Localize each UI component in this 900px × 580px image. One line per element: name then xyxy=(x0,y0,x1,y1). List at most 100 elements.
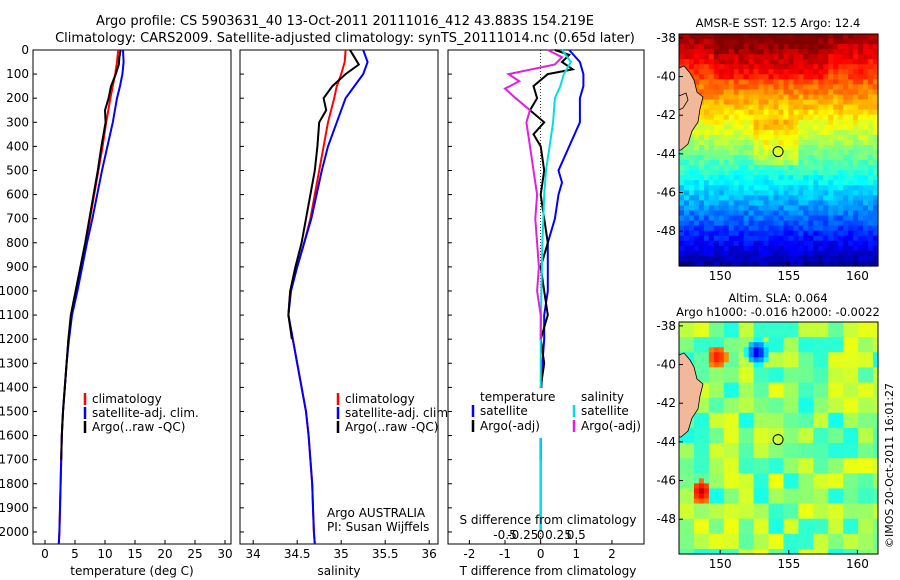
heatmap-cell xyxy=(838,74,844,80)
heatmap-cell xyxy=(703,180,710,186)
heatmap-cell xyxy=(838,84,844,91)
heatmap-cell xyxy=(763,493,770,500)
heatmap-cell xyxy=(858,438,864,444)
heatmap-cell xyxy=(838,54,844,60)
heatmap-cell xyxy=(733,89,740,96)
heatmap-cell xyxy=(808,513,814,520)
heatmap-cell xyxy=(863,119,869,126)
heatmap-cell xyxy=(683,144,690,151)
heatmap-cell xyxy=(798,49,804,55)
heatmap-cell xyxy=(683,453,690,459)
heatmap-cell xyxy=(823,150,829,156)
heatmap-cell xyxy=(818,175,824,181)
heatmap-cell xyxy=(788,59,795,65)
heatmap-cell xyxy=(793,432,799,439)
heatmap-cell xyxy=(703,458,710,464)
heatmap-cell xyxy=(708,200,715,207)
heatmap-cell xyxy=(743,69,750,75)
heatmap-cell xyxy=(863,438,869,444)
heatmap-cell xyxy=(838,255,844,262)
heatmap-cell xyxy=(863,230,869,237)
y-tick-label: 500 xyxy=(6,163,29,177)
heatmap-cell xyxy=(858,34,864,40)
heatmap-cell xyxy=(813,463,819,469)
heatmap-cell xyxy=(753,473,760,479)
heatmap-cell xyxy=(748,337,755,343)
heatmap-cell xyxy=(758,327,765,333)
heatmap-cell xyxy=(873,438,879,444)
heatmap-cell xyxy=(723,235,730,242)
heatmap-cell xyxy=(828,124,834,131)
heatmap-cell xyxy=(748,200,755,207)
heatmap-cell xyxy=(828,327,834,333)
y-tick-label: -38 xyxy=(656,31,676,45)
heatmap-cell xyxy=(758,352,765,358)
heatmap-cell xyxy=(738,190,745,196)
heatmap-cell xyxy=(813,392,819,399)
heatmap-cell xyxy=(758,89,765,96)
heatmap-cell xyxy=(868,59,874,65)
heatmap-cell xyxy=(773,225,780,232)
heatmap-cell xyxy=(818,155,824,161)
heatmap-cell xyxy=(688,357,695,363)
heatmap-cell xyxy=(858,357,864,363)
heatmap-cell xyxy=(843,134,849,141)
y-tick-label: 600 xyxy=(6,188,29,202)
heatmap-cell xyxy=(713,387,720,394)
heatmap-cell xyxy=(718,144,725,151)
heatmap-cell xyxy=(768,84,775,91)
series-line-satellite-adj-clim- xyxy=(57,49,125,545)
heatmap-cell xyxy=(733,422,740,429)
heatmap-cell xyxy=(698,84,705,91)
heatmap-cell xyxy=(818,220,824,227)
heatmap-cell xyxy=(738,488,745,495)
heatmap-cell xyxy=(868,180,874,186)
heatmap-cell xyxy=(679,528,685,535)
heatmap-cell xyxy=(773,54,780,60)
heatmap-cell xyxy=(778,503,785,510)
heatmap-cell xyxy=(783,322,790,328)
heatmap-cell xyxy=(708,327,715,333)
heatmap-cell xyxy=(803,357,809,363)
heatmap-cell xyxy=(823,54,829,60)
heatmap-cell xyxy=(713,422,720,429)
heatmap-cell xyxy=(768,503,775,510)
heatmap-cell xyxy=(803,175,809,181)
heatmap-cell xyxy=(858,129,864,136)
heatmap-cell xyxy=(808,114,814,121)
heatmap-cell xyxy=(788,160,795,166)
heatmap-cell xyxy=(703,493,710,500)
s-tick-label: 0.25 xyxy=(545,528,572,542)
heatmap-cell xyxy=(873,64,879,70)
heatmap-cell xyxy=(698,200,705,207)
heatmap-cell xyxy=(843,443,849,449)
heatmap-cell xyxy=(868,240,874,247)
heatmap-cell xyxy=(768,144,775,151)
heatmap-cell xyxy=(683,498,690,505)
heatmap-cell xyxy=(713,134,720,141)
heatmap-cell xyxy=(743,427,750,434)
heatmap-cell xyxy=(828,483,834,490)
heatmap-cell xyxy=(738,240,745,247)
heatmap-cell xyxy=(833,347,839,353)
heatmap-cell xyxy=(748,54,755,60)
heatmap-cell xyxy=(868,407,874,414)
heatmap-cell xyxy=(723,533,730,540)
heatmap-cell xyxy=(848,220,854,227)
heatmap-cell xyxy=(773,473,780,479)
heatmap-cell xyxy=(733,538,740,545)
heatmap-cell xyxy=(768,458,775,464)
heatmap-cell xyxy=(798,453,804,459)
heatmap-cell xyxy=(833,220,839,227)
heatmap-cell xyxy=(853,240,859,247)
heatmap-cell xyxy=(843,160,849,166)
heatmap-cell xyxy=(848,69,854,75)
heatmap-cell xyxy=(733,533,740,540)
heatmap-cell xyxy=(873,337,879,343)
heatmap-cell xyxy=(758,220,765,227)
heatmap-cell xyxy=(688,347,695,353)
heatmap-cell xyxy=(873,185,879,191)
heatmap-cell xyxy=(853,427,859,434)
heatmap-cell xyxy=(838,347,844,353)
heatmap-cell xyxy=(793,69,799,75)
